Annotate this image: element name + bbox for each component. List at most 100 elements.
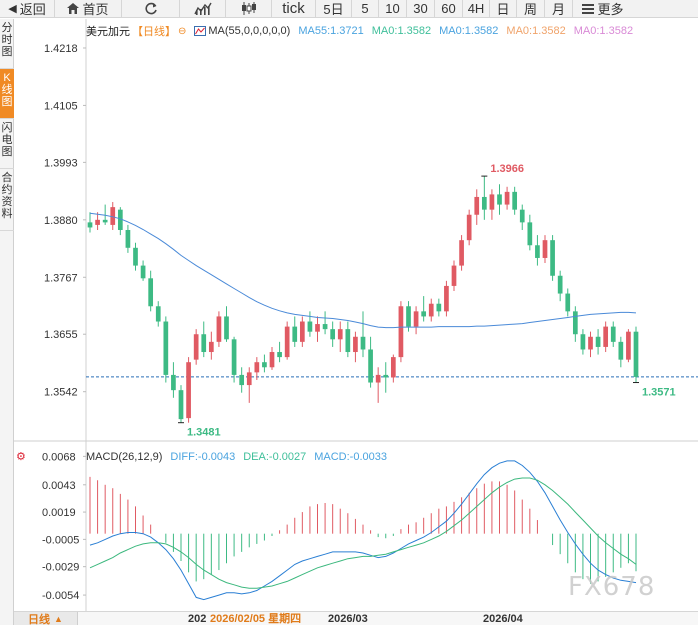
- home-button[interactable]: 首页: [55, 0, 122, 18]
- period-5d-button[interactable]: 5日: [316, 0, 352, 18]
- macd-dea: DEA:-0.0027: [243, 451, 307, 463]
- chart-canvas[interactable]: 1.4218 1.4105 1.3993 1.3880 1.3767 1.3655 1.35…: [14, 19, 698, 611]
- candle-body: [292, 326, 298, 342]
- period-select[interactable]: 日线 ▲: [14, 612, 78, 625]
- period-5-button[interactable]: 5: [352, 0, 379, 18]
- candle-body: [527, 222, 533, 246]
- refresh-icon: [144, 2, 158, 16]
- macd-settings-icon[interactable]: ⚙: [16, 451, 26, 463]
- macd-diff-line: [89, 460, 637, 601]
- candle-body: [201, 334, 207, 353]
- more-label: 更多: [597, 2, 624, 17]
- period-10-label: 10: [385, 1, 400, 16]
- tab-timeshare[interactable]: 分时图: [0, 19, 14, 69]
- tab-flash[interactable]: 闪电图: [0, 119, 14, 169]
- candle-body: [535, 245, 540, 258]
- candle-body: [216, 316, 222, 342]
- candle-body: [489, 194, 495, 210]
- candle-body: [595, 336, 601, 347]
- candle-body: [163, 321, 169, 375]
- candle-body: [390, 357, 396, 378]
- candlestick-icon: [241, 2, 257, 15]
- back-label: 返回: [19, 2, 46, 17]
- time-axis-bar: 日线 ▲ 202 2026/02/05 星期四 2026/03 2026/04: [14, 611, 698, 625]
- candle-body: [224, 316, 229, 340]
- period-month-label: 月: [551, 2, 565, 17]
- candle-body: [626, 331, 631, 360]
- candle-body: [330, 329, 336, 340]
- candle-body: [269, 352, 275, 368]
- period-10-button[interactable]: 10: [379, 0, 407, 18]
- tab-kline-label: K线图: [1, 72, 13, 108]
- period-30-button[interactable]: 30: [407, 0, 435, 18]
- macd-axis-label: -0.0005: [42, 534, 79, 546]
- period-week-button[interactable]: 周: [517, 0, 545, 18]
- candle-body: [208, 341, 214, 353]
- candle-body: [117, 209, 123, 230]
- side-tabs: 分时图 K线图 闪电图 合约资料: [0, 19, 14, 625]
- tab-timeshare-label: 分时图: [1, 22, 13, 58]
- back-icon: ◀: [8, 3, 17, 15]
- ma55-value: MA55:1.3721: [298, 25, 364, 37]
- settings-icon[interactable]: ⊖: [178, 25, 187, 37]
- ma-indicator[interactable]: MA(55,0,0,0,0,0): [194, 25, 290, 37]
- candle-body: [360, 336, 366, 350]
- candle-body: [428, 303, 434, 317]
- macd-legend: MACD(26,12,9) DIFF:-0.0043 DEA:-0.0027 M…: [86, 451, 387, 463]
- ma55-line: [89, 212, 637, 329]
- price-axis-label: 1.3993: [44, 157, 78, 169]
- macd-dea-line: [89, 477, 637, 589]
- candle-body: [580, 334, 586, 350]
- candlestick-button[interactable]: [226, 0, 272, 18]
- period-select-label: 日线: [28, 614, 51, 625]
- candle-body: [277, 352, 282, 358]
- refresh-button[interactable]: [122, 0, 180, 18]
- last-price-label: 1.3571: [642, 387, 676, 399]
- tab-flash-label: 闪电图: [1, 122, 13, 158]
- candle-body: [542, 240, 548, 258]
- candle-body: [239, 374, 245, 386]
- tab-contract-info[interactable]: 合约资料: [0, 169, 14, 231]
- macd-axis-label: 0.0043: [42, 480, 76, 492]
- candle-body: [512, 191, 518, 210]
- macd-axis-label: 0.0019: [42, 507, 76, 519]
- ma0-value-2: MA0:1.3582: [439, 25, 499, 37]
- home-icon: [67, 3, 80, 14]
- period-30-label: 30: [413, 1, 428, 16]
- period-60-button[interactable]: 60: [435, 0, 463, 18]
- candle-body: [633, 331, 639, 377]
- macd-axis-label: -0.0054: [42, 590, 79, 602]
- period-week-label: 周: [523, 2, 537, 17]
- candle-body: [186, 362, 191, 419]
- indicator-button[interactable]: [180, 0, 226, 18]
- candle-body: [133, 247, 138, 266]
- tab-kline[interactable]: K线图: [0, 69, 14, 119]
- period-month-button[interactable]: 月: [545, 0, 573, 18]
- candle-body: [148, 278, 154, 307]
- candle-body: [466, 214, 472, 241]
- candle-body: [565, 293, 571, 312]
- candle-body: [299, 321, 305, 342]
- candle-body: [618, 341, 624, 360]
- period-4h-button[interactable]: 4H: [463, 0, 490, 18]
- chevron-up-icon: ▲: [54, 614, 63, 624]
- candle-body: [155, 306, 161, 322]
- period-4h-label: 4H: [467, 1, 485, 16]
- candle-body: [322, 324, 328, 330]
- price-axis-label: 1.3767: [44, 272, 78, 284]
- period-day-button[interactable]: 日: [490, 0, 517, 18]
- candle-body: [444, 285, 449, 312]
- period-5d-label: 5日: [323, 2, 344, 17]
- candle-body: [171, 374, 176, 391]
- date-label-crosshair: 2026/02/05 星期四: [210, 613, 302, 625]
- ma0-value-4: MA0:1.3582: [573, 25, 634, 37]
- candle-body: [193, 334, 199, 360]
- tick-button[interactable]: tick: [272, 0, 316, 18]
- candle-body: [603, 326, 609, 347]
- back-button[interactable]: ◀ 返回: [0, 0, 55, 18]
- more-button[interactable]: 更多: [573, 0, 633, 18]
- candle-body: [246, 372, 252, 386]
- candle-body: [337, 329, 343, 340]
- period-day-label: 日: [496, 2, 510, 17]
